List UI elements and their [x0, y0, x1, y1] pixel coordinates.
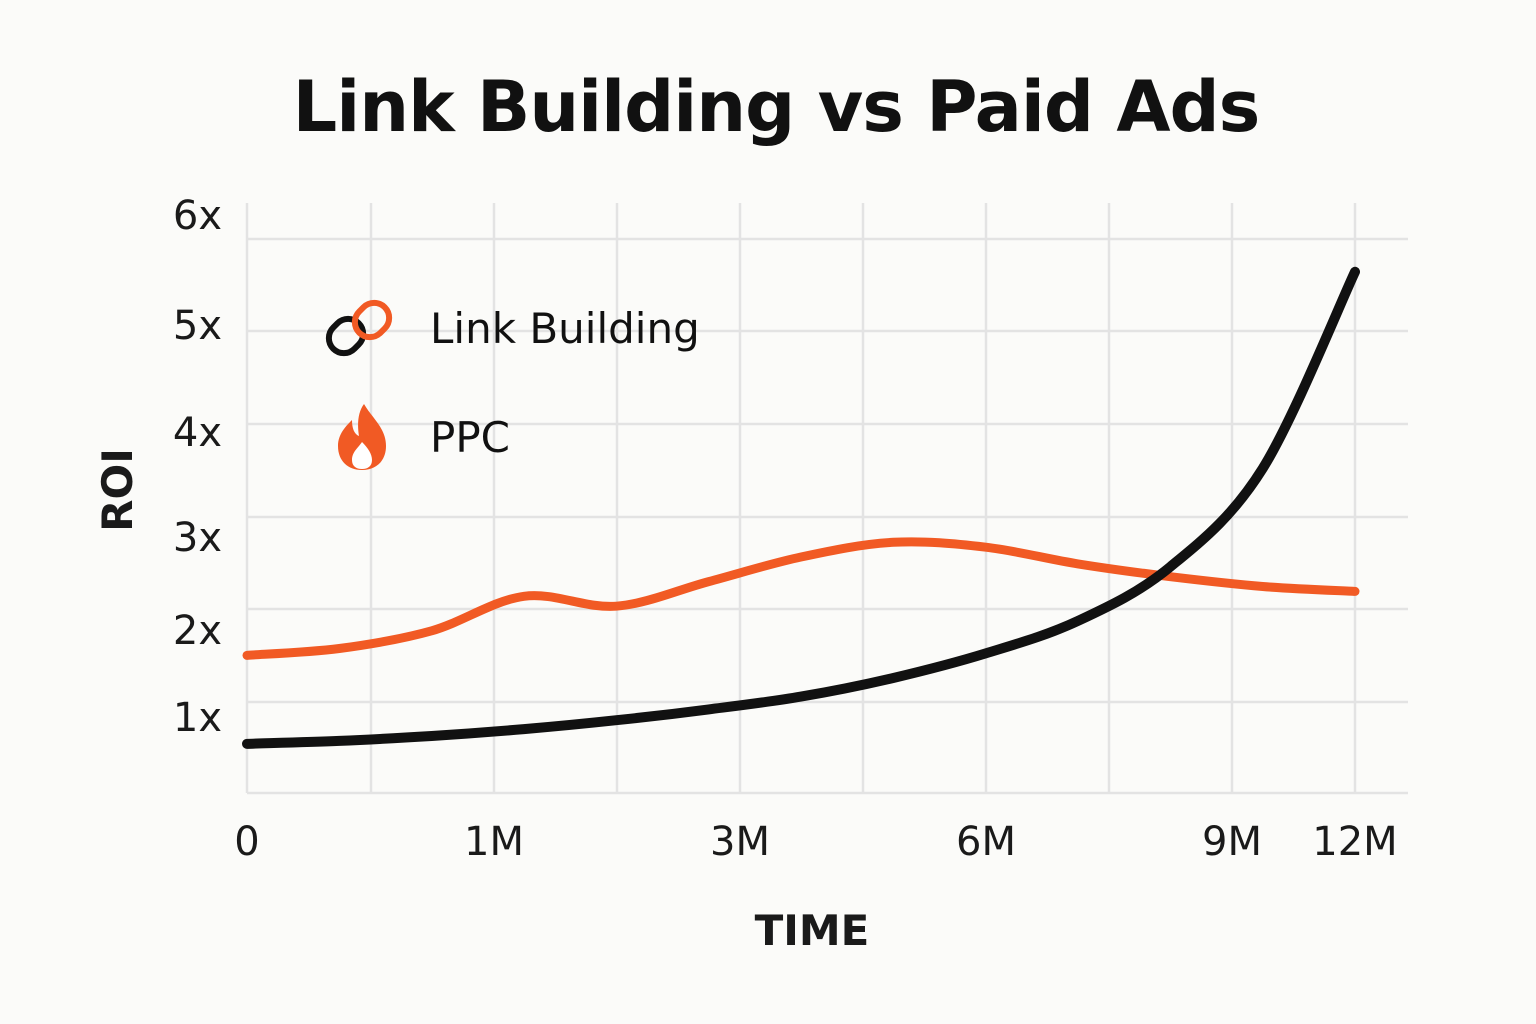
x-tick-label: 0 [234, 819, 259, 865]
x-tick-label: 6M [956, 819, 1016, 865]
y-tick-label: 1x [173, 695, 222, 741]
chain-link-icon [325, 299, 393, 357]
y-tick-label: 6x [173, 193, 222, 239]
y-axis-ticks: 1x 2x 3x 4x 5x 6x [173, 193, 222, 741]
x-tick-label: 12M [1312, 819, 1397, 865]
legend-item-ppc: PPC [338, 404, 510, 470]
y-tick-label: 5x [173, 303, 222, 349]
legend-item-link-building: Link Building [325, 299, 700, 357]
x-tick-label: 9M [1202, 819, 1262, 865]
flame-icon [338, 404, 386, 470]
y-tick-label: 4x [173, 410, 222, 456]
legend-label-link-building: Link Building [430, 304, 700, 353]
y-axis-title: ROI [93, 448, 142, 532]
y-tick-label: 3x [173, 515, 222, 561]
chart-legend: Link Building PPC [325, 299, 700, 470]
chart-series [242, 266, 1360, 749]
x-axis-title: TIME [755, 906, 870, 955]
legend-label-ppc: PPC [430, 413, 510, 462]
x-axis-ticks: 0 1M 3M 6M 9M 12M [234, 819, 1397, 865]
y-tick-label: 2x [173, 608, 222, 654]
chart-title: Link Building vs Paid Ads [292, 66, 1261, 148]
x-tick-label: 1M [464, 819, 524, 865]
series-line-link-building [242, 266, 1360, 749]
series-line-ppc [242, 537, 1360, 660]
chart-grid [245, 203, 1408, 795]
x-tick-label: 3M [710, 819, 770, 865]
